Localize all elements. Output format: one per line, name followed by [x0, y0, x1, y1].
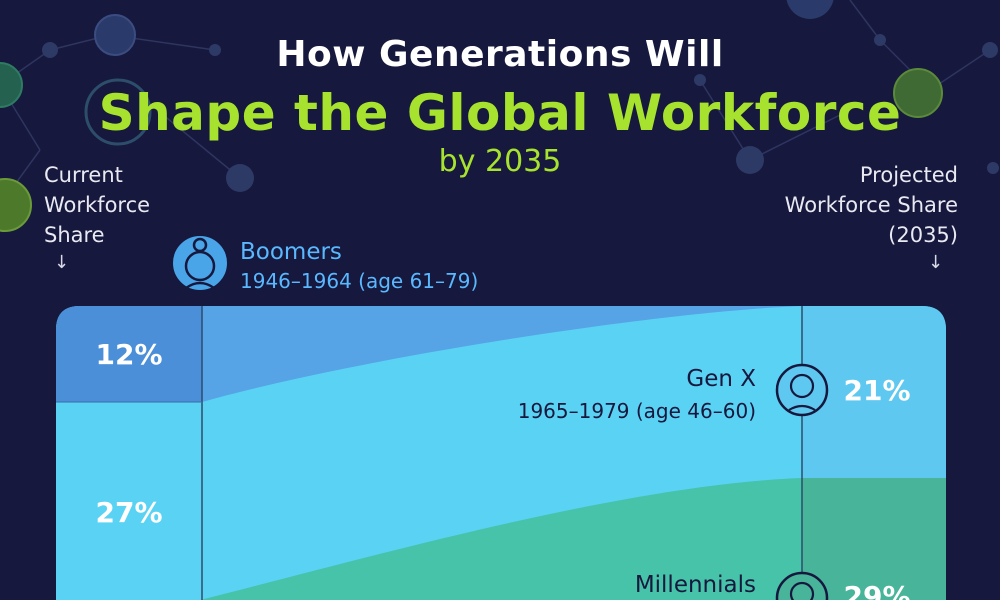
millennials-label-group: Millennials: [635, 571, 829, 600]
pct-genx-current: 27%: [95, 496, 162, 529]
title-line-3: by 2035: [438, 144, 562, 179]
title-line-2: Shape the Global Workforce: [98, 84, 902, 142]
pct-boomers-current: 12%: [95, 338, 162, 371]
person-icon: [775, 571, 829, 600]
millennials-projected-segment: [802, 478, 946, 600]
boomers-name: Boomers: [240, 239, 342, 265]
millennials-flow: [200, 478, 946, 600]
boomers-flow: [56, 306, 802, 402]
projected-share-label: Projected Workforce Share (2035): [784, 163, 958, 247]
millennials-name: Millennials: [635, 572, 756, 598]
genx-years: 1965–1979 (age 46–60): [518, 399, 756, 423]
boomers-years: 1946–1964 (age 61–79): [240, 269, 478, 293]
boomers-label-group: Boomers 1946–1964 (age 61–79): [171, 234, 478, 293]
pct-genx-projected: 21%: [843, 374, 910, 407]
genx-name: Gen X: [686, 366, 756, 392]
genx-label-group: Gen X 1965–1979 (age 46–60): [518, 363, 829, 423]
current-arrow-icon: ↓: [54, 252, 70, 273]
grandmother-icon: [171, 234, 229, 292]
title-line-1: How Generations Will: [276, 34, 724, 75]
person-icon: [775, 363, 829, 417]
projected-arrow-icon: ↓: [928, 252, 944, 273]
current-share-label: Current Workforce Share: [44, 163, 151, 247]
boomers-current-segment: [56, 306, 202, 402]
pct-millennials-projected: 29%: [843, 580, 910, 600]
